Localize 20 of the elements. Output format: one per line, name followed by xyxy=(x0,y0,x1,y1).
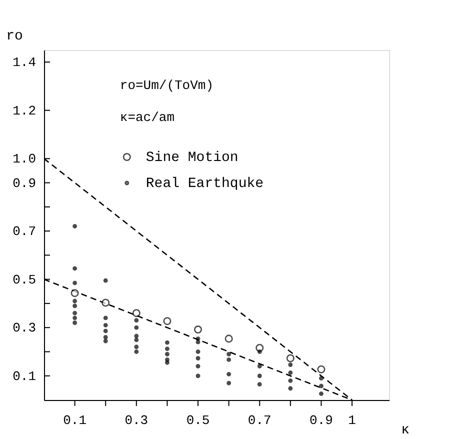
legend-label: Sine Motion xyxy=(146,150,238,166)
y-tick-label: 1.0 xyxy=(12,152,36,167)
legend-label: Real Earthquke xyxy=(146,176,264,192)
x-tick-label: 0.1 xyxy=(63,413,87,428)
y-tick-label: 1.2 xyxy=(12,103,36,118)
y-tick-label: 1.4 xyxy=(12,55,36,70)
y-tick-label: 0.7 xyxy=(12,224,36,240)
y-tick-label: 0.1 xyxy=(12,368,36,384)
x-tick-label: 1 xyxy=(348,413,356,428)
annotation: ro=Um/(ToVm) xyxy=(120,78,214,93)
y-tick-label: 0.9 xyxy=(12,176,36,191)
x-tick-label: 0.7 xyxy=(248,413,272,428)
y-tick-label: 0.5 xyxy=(12,272,36,288)
x-tick-label: 0.5 xyxy=(186,413,210,428)
annotation: κ=ac/am xyxy=(120,110,175,125)
y-tick-label: 0.3 xyxy=(12,320,36,336)
x-axis-title: κ xyxy=(401,422,410,438)
y-axis-title: ro xyxy=(6,28,23,44)
x-tick-label: 0.3 xyxy=(124,413,148,428)
x-tick-label: 0.9 xyxy=(310,413,333,428)
